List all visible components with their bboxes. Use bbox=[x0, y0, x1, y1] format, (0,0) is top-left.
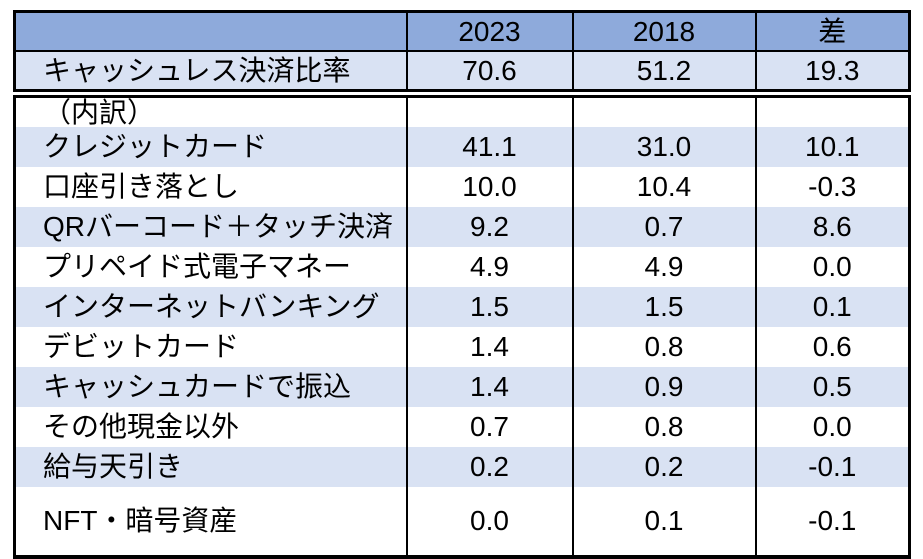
row-label: 給与天引き bbox=[14, 447, 407, 487]
cell-diff: 0.5 bbox=[754, 367, 910, 407]
cell-2018: 1.5 bbox=[571, 287, 756, 327]
cashless-ratio-table: 2023 2018 差 キャッシュレス決済比率 70.6 51.2 19.3 （… bbox=[13, 10, 911, 559]
cashless-ratio-table-figure: 2023 2018 差 キャッシュレス決済比率 70.6 51.2 19.3 （… bbox=[13, 10, 911, 559]
cell-2023: 0.0 bbox=[405, 487, 573, 557]
cell-2023: 41.1 bbox=[405, 127, 573, 167]
table-row: その他現金以外 0.7 0.8 0.0 bbox=[14, 407, 910, 447]
header-cell-empty bbox=[14, 11, 407, 52]
header-cell-2018: 2018 bbox=[571, 11, 756, 52]
header-row: 2023 2018 差 bbox=[14, 11, 910, 52]
table-row: クレジットカード 41.1 31.0 10.1 bbox=[14, 127, 910, 167]
row-label: プリペイド式電子マネー bbox=[14, 247, 407, 287]
cell-2023: 1.4 bbox=[405, 327, 573, 367]
row-label: クレジットカード bbox=[14, 127, 407, 167]
cell-2023: 0.7 bbox=[405, 407, 573, 447]
cell-diff bbox=[754, 93, 910, 127]
row-label: （内訳） bbox=[14, 93, 407, 127]
row-label: QRバーコード＋タッチ決済 bbox=[14, 207, 407, 247]
cell-diff: -0.1 bbox=[754, 447, 910, 487]
cell-2018: 0.8 bbox=[571, 407, 756, 447]
row-label: その他現金以外 bbox=[14, 407, 407, 447]
table-row: インターネットバンキング 1.5 1.5 0.1 bbox=[14, 287, 910, 327]
cell-2018: 0.1 bbox=[571, 487, 756, 557]
row-label: デビットカード bbox=[14, 327, 407, 367]
table-row: キャッシュカードで振込 1.4 0.9 0.5 bbox=[14, 367, 910, 407]
cell-diff: -0.3 bbox=[754, 167, 910, 207]
cell-diff: 0.1 bbox=[754, 287, 910, 327]
cell-2018: 0.2 bbox=[571, 447, 756, 487]
row-label: キャッシュカードで振込 bbox=[14, 367, 407, 407]
cell-2023 bbox=[405, 93, 573, 127]
table-row-total: キャッシュレス決済比率 70.6 51.2 19.3 bbox=[14, 51, 910, 98]
cell-2018: 4.9 bbox=[571, 247, 756, 287]
cell-2023: 1.5 bbox=[405, 287, 573, 327]
header-cell-diff: 差 bbox=[754, 11, 910, 52]
cell-2018: 31.0 bbox=[571, 127, 756, 167]
cell-2018 bbox=[571, 93, 756, 127]
cell-2023: 10.0 bbox=[405, 167, 573, 207]
cell-2023: 1.4 bbox=[405, 367, 573, 407]
row-label: NFT・暗号資産 bbox=[14, 487, 407, 557]
cell-2018: 0.8 bbox=[571, 327, 756, 367]
cell-2023: 0.2 bbox=[405, 447, 573, 487]
cell-2018: 0.9 bbox=[571, 367, 756, 407]
table-row-breakdown-header: （内訳） bbox=[14, 93, 910, 127]
table-row: NFT・暗号資産 0.0 0.1 -0.1 bbox=[14, 487, 910, 557]
row-label: 口座引き落とし bbox=[14, 167, 407, 207]
cell-2023: 4.9 bbox=[405, 247, 573, 287]
table-row: デビットカード 1.4 0.8 0.6 bbox=[14, 327, 910, 367]
row-label: インターネットバンキング bbox=[14, 287, 407, 327]
cell-2023: 9.2 bbox=[405, 207, 573, 247]
table-row: 給与天引き 0.2 0.2 -0.1 bbox=[14, 447, 910, 487]
header-cell-2023: 2023 bbox=[405, 11, 573, 52]
cell-2018: 0.7 bbox=[571, 207, 756, 247]
row-label: キャッシュレス決済比率 bbox=[14, 51, 407, 98]
cell-diff: 8.6 bbox=[754, 207, 910, 247]
cell-2023: 70.6 bbox=[405, 51, 573, 98]
cell-diff: 0.0 bbox=[754, 247, 910, 287]
cell-2018: 10.4 bbox=[571, 167, 756, 207]
table-row: 口座引き落とし 10.0 10.4 -0.3 bbox=[14, 167, 910, 207]
table-row: QRバーコード＋タッチ決済 9.2 0.7 8.6 bbox=[14, 207, 910, 247]
cell-diff: 0.0 bbox=[754, 407, 910, 447]
cell-diff: 0.6 bbox=[754, 327, 910, 367]
table-row: プリペイド式電子マネー 4.9 4.9 0.0 bbox=[14, 247, 910, 287]
cell-2018: 51.2 bbox=[571, 51, 756, 98]
cell-diff: -0.1 bbox=[754, 487, 910, 557]
cell-diff: 10.1 bbox=[754, 127, 910, 167]
cell-diff: 19.3 bbox=[754, 51, 910, 98]
